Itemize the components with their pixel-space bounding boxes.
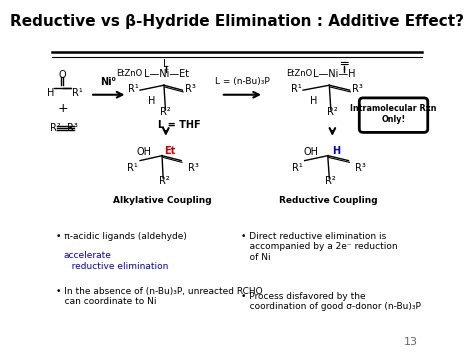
Text: L = (n-Bu)₃P: L = (n-Bu)₃P (215, 77, 269, 86)
Text: OH: OH (303, 147, 319, 157)
Text: H: H (148, 96, 155, 106)
Text: Reductive Coupling: Reductive Coupling (279, 196, 378, 205)
Text: R¹: R¹ (128, 84, 139, 94)
Text: • Process disfavored by the
   coordination of good σ-donor (n-Bu)₃P: • Process disfavored by the coordination… (241, 292, 421, 311)
Text: R¹: R¹ (127, 163, 138, 173)
Text: EtZnO: EtZnO (117, 69, 143, 78)
Text: R²: R² (325, 176, 336, 186)
FancyBboxPatch shape (359, 98, 428, 132)
Text: Intramolecular Rxn
Only!: Intramolecular Rxn Only! (350, 104, 437, 124)
Text: R³: R³ (185, 84, 196, 94)
Text: H: H (332, 146, 340, 156)
Text: Et: Et (164, 146, 175, 156)
Text: 13: 13 (404, 337, 418, 346)
Text: Alkylative Coupling: Alkylative Coupling (113, 196, 212, 205)
Text: • Direct reductive elimination is
   accompanied by a 2e⁻ reduction
   of Ni: • Direct reductive elimination is accomp… (241, 232, 398, 262)
Text: +: + (58, 102, 68, 115)
Text: Ni⁰: Ni⁰ (100, 77, 116, 87)
Text: H: H (310, 96, 318, 106)
Text: EtZnO: EtZnO (286, 69, 312, 78)
Text: H: H (47, 88, 55, 98)
Text: • π-acidic ligands (aldehyde): • π-acidic ligands (aldehyde) (56, 232, 190, 241)
Text: O: O (58, 70, 66, 80)
Text: R¹: R¹ (292, 163, 303, 173)
Text: ═: ═ (340, 58, 347, 71)
Text: R³: R³ (356, 163, 366, 173)
Text: Reductive vs β-Hydride Elimination : Additive Effect?: Reductive vs β-Hydride Elimination : Add… (10, 14, 464, 29)
Text: R²: R² (327, 107, 338, 118)
Text: • In the absence of (n-Bu)₃P, unreacted RCHO
   can coordinate to Ni: • In the absence of (n-Bu)₃P, unreacted … (56, 287, 263, 306)
Text: R²: R² (161, 107, 171, 118)
Text: L—Ni—H: L—Ni—H (313, 69, 355, 78)
Text: R³: R³ (188, 163, 199, 173)
Text: accelerate
   reductive elimination: accelerate reductive elimination (63, 251, 169, 271)
Text: L: L (163, 59, 169, 69)
Text: R³: R³ (352, 84, 363, 94)
Text: R¹: R¹ (291, 84, 301, 94)
Text: R²: R² (51, 123, 61, 133)
Text: L—Ni—Et: L—Ni—Et (144, 69, 189, 78)
Text: R¹: R¹ (72, 88, 82, 98)
Text: R³: R³ (66, 123, 77, 133)
Text: OH: OH (137, 147, 151, 157)
Text: L = THF: L = THF (158, 120, 201, 130)
Text: R²: R² (159, 176, 169, 186)
